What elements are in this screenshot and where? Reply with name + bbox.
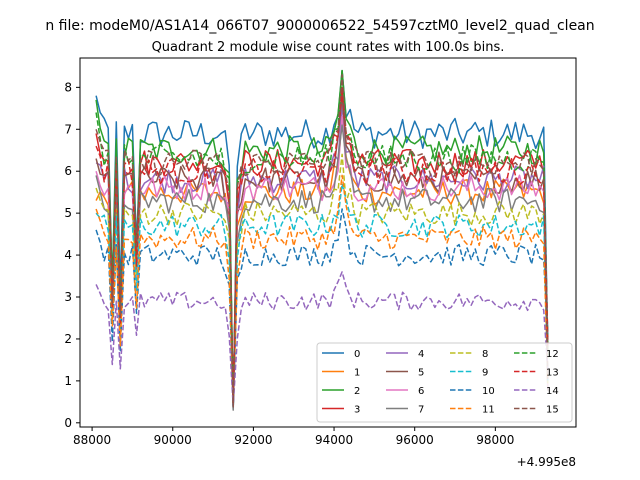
series-line-0: [95, 69, 549, 410]
legend-label-14: 14: [546, 386, 559, 397]
series-line-6: [95, 115, 549, 407]
legend-label-7: 7: [418, 405, 424, 416]
y-tick-label: 0: [64, 416, 72, 430]
series-line-5: [95, 94, 549, 408]
y-tick-label: 8: [64, 80, 72, 94]
x-tick-label: 96000: [396, 433, 434, 447]
series-line-12: [95, 69, 549, 406]
legend-label-11: 11: [482, 405, 495, 416]
y-tick-label: 3: [64, 290, 72, 304]
y-tick-label: 6: [64, 164, 72, 178]
series-line-7: [95, 124, 549, 411]
figure-suptitle: n file: modeM0/AS1A14_066T07_9000006522_…: [45, 18, 594, 34]
series-line-11: [95, 174, 549, 406]
series-line-14: [95, 271, 549, 408]
legend-label-12: 12: [546, 349, 559, 360]
legend-label-1: 1: [354, 368, 360, 379]
y-tick-label: 7: [64, 122, 72, 136]
y-tick-label: 5: [64, 206, 72, 220]
legend-box: [316, 342, 573, 423]
series-line-8: [95, 153, 549, 408]
legend-label-9: 9: [482, 368, 488, 379]
legend-label-0: 0: [354, 349, 360, 360]
legend-label-4: 4: [418, 349, 424, 360]
x-axis: 88000 90000 92000 94000 96000 98000: [73, 427, 514, 447]
axes-frame: [79, 57, 577, 428]
y-tick-label: 2: [64, 332, 72, 346]
series-line-15: [95, 74, 549, 408]
legend-label-6: 6: [418, 386, 424, 397]
y-tick-label: 4: [64, 248, 72, 262]
legend-label-15: 15: [546, 405, 559, 416]
legend-label-13: 13: [546, 368, 559, 379]
chart-title: Quadrant 2 module wise count rates with …: [152, 40, 505, 55]
y-tick-label: 1: [64, 374, 72, 388]
x-tick-label: 90000: [154, 433, 192, 447]
legend-label-8: 8: [482, 349, 488, 360]
x-tick-label: 92000: [234, 433, 272, 447]
plot-area: [95, 69, 549, 411]
x-tick-label: 88000: [73, 433, 111, 447]
y-axis: 0 1 2 3 4 5 6 7 8: [64, 80, 80, 430]
x-tick-label: 94000: [315, 433, 353, 447]
legend-label-3: 3: [354, 405, 360, 416]
legend-label-10: 10: [482, 386, 495, 397]
series-line-10: [95, 208, 549, 407]
series-line-9: [95, 183, 549, 408]
legend-label-2: 2: [354, 386, 360, 397]
x-offset-label: +4.995e8: [517, 455, 576, 469]
legend-label-5: 5: [418, 368, 424, 379]
x-tick-label: 98000: [476, 433, 514, 447]
